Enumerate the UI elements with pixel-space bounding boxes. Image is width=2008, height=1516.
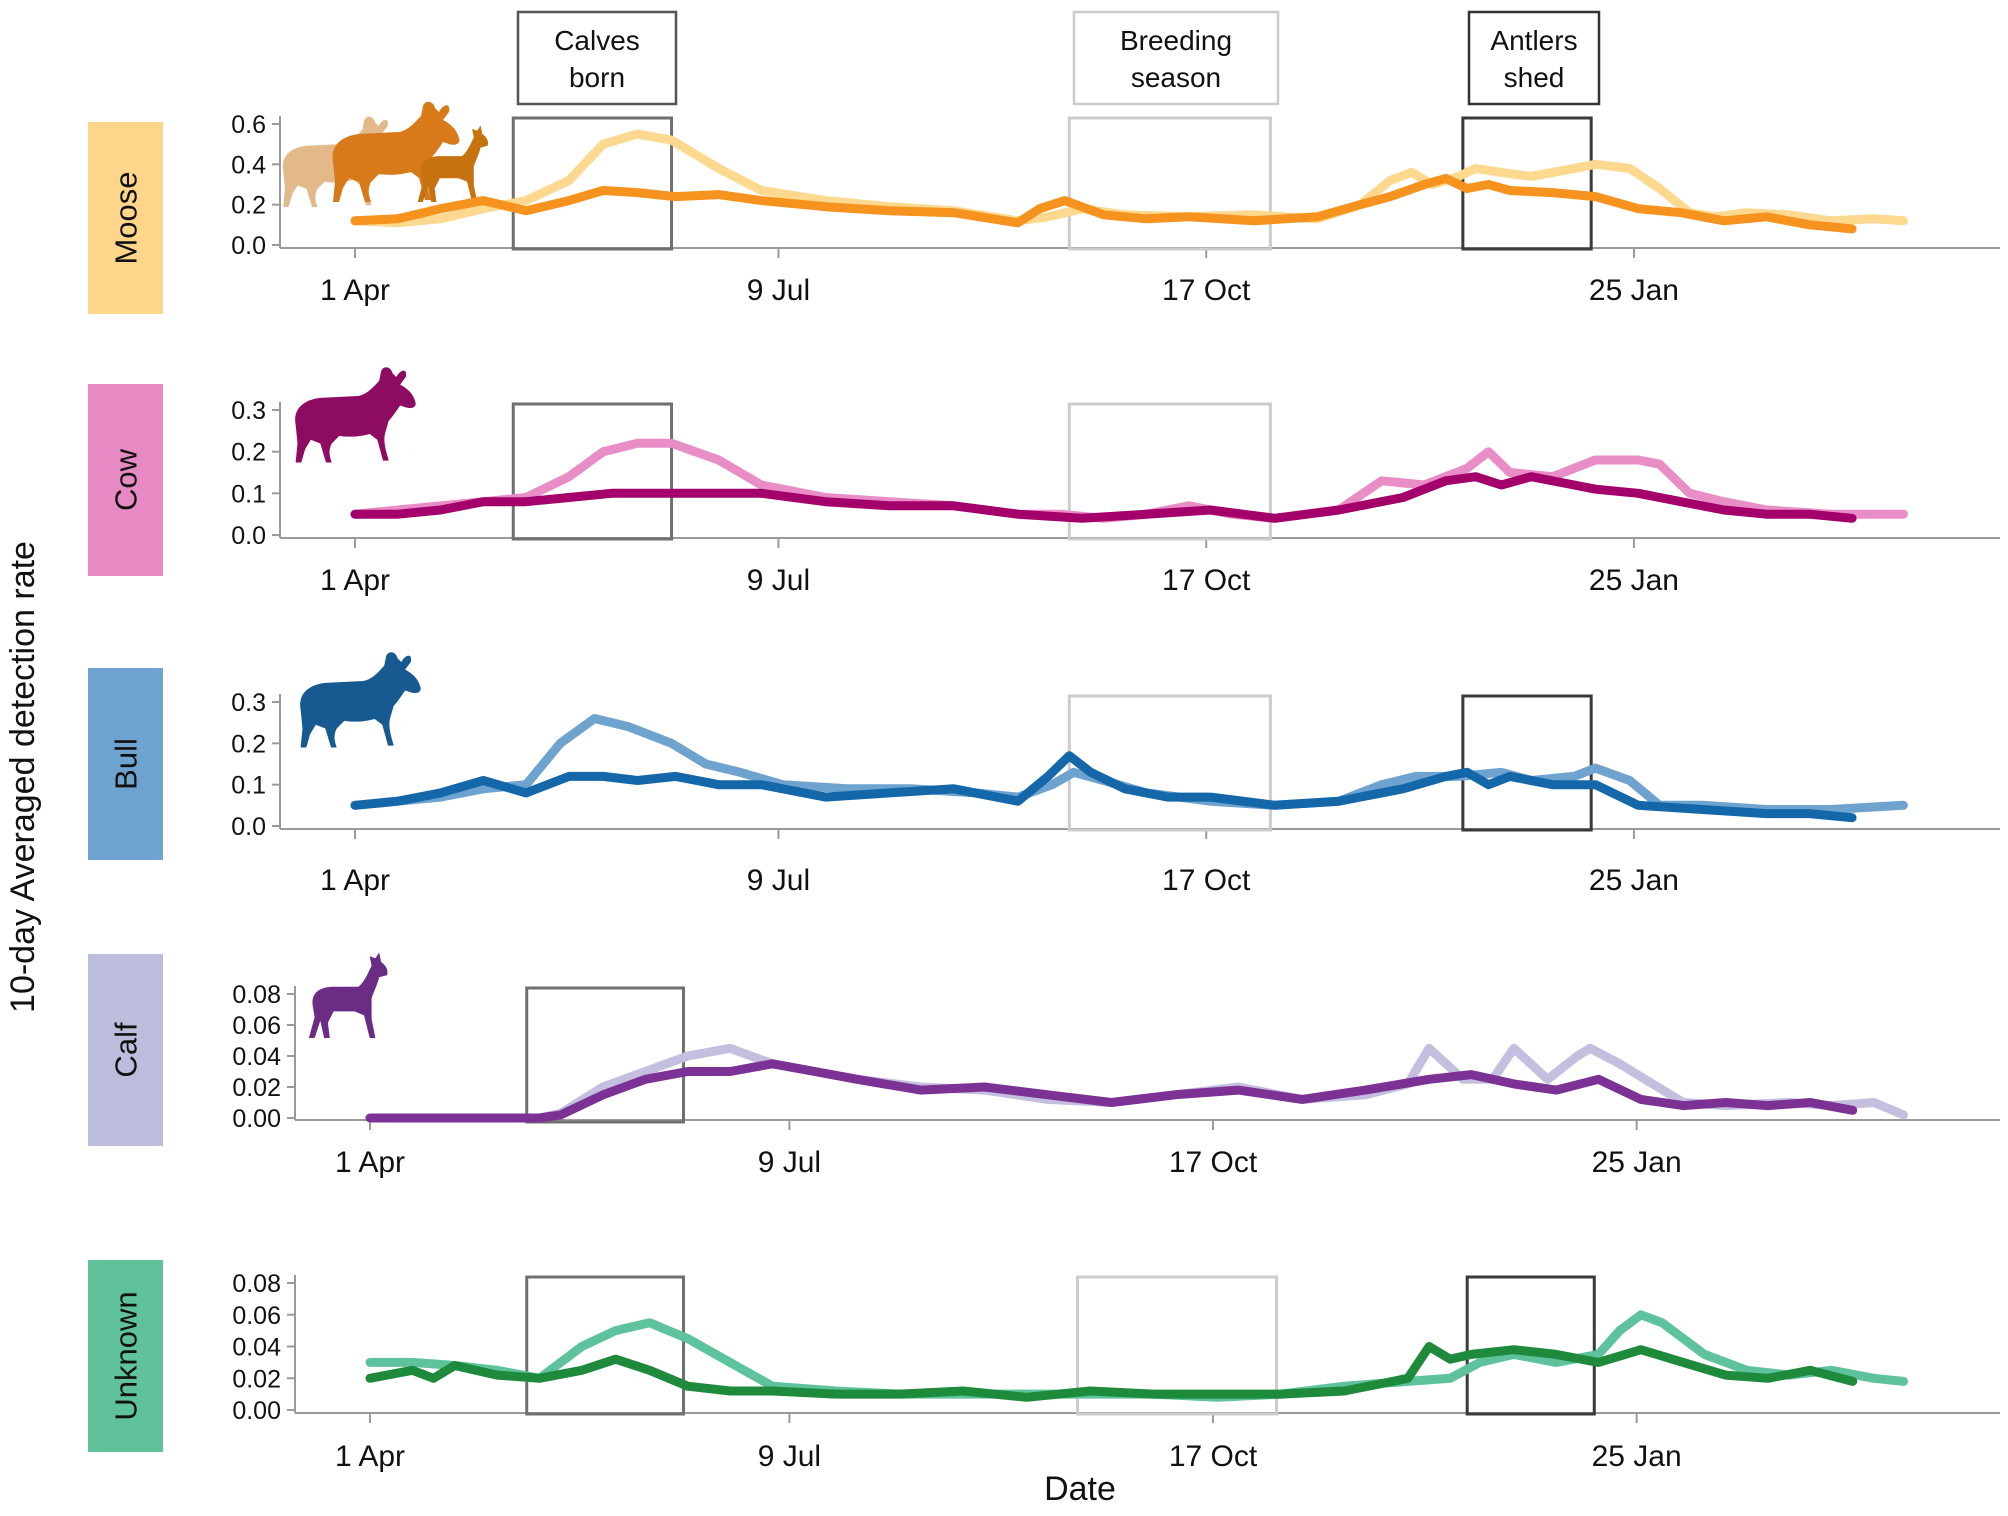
panel-strip bbox=[88, 122, 163, 314]
panel-moose: Moose 0.0 0.2 0.4 0.6 1 Apr 9 Jul 17 Oct 25 Jan bbox=[88, 101, 2000, 314]
x-tick-label: 25 Jan bbox=[1592, 1440, 1682, 1473]
moose-silhouette-icon bbox=[295, 367, 416, 463]
event-label-antlers-shed: Antlers shed bbox=[1467, 10, 1601, 106]
series-line-light bbox=[350, 438, 1908, 523]
y-tick-label: 0.06 bbox=[232, 1302, 281, 1330]
event-box-breeding-season bbox=[1067, 402, 1272, 541]
y-tick-label: 0.00 bbox=[232, 1105, 281, 1133]
event-box-calves-born bbox=[511, 116, 674, 251]
y-tick-label: 0.0 bbox=[231, 813, 266, 841]
series-line-dark bbox=[365, 1059, 1858, 1123]
y-tick-label: 0.1 bbox=[231, 772, 266, 800]
x-tick-label: 17 Oct bbox=[1169, 1146, 1258, 1179]
y-tick-label: 0.6 bbox=[231, 111, 266, 139]
x-tick-label: 17 Oct bbox=[1169, 1440, 1258, 1473]
series-line-light bbox=[350, 714, 1908, 814]
event-box-calves-born bbox=[511, 402, 674, 541]
x-tick-label: 25 Jan bbox=[1592, 1146, 1682, 1179]
x-tick-label: 17 Oct bbox=[1162, 564, 1251, 597]
panel-strip bbox=[88, 668, 163, 860]
event-label-box bbox=[1072, 10, 1280, 106]
event-label-breeding-season: Breeding season bbox=[1072, 10, 1280, 106]
x-tick-label: 9 Jul bbox=[758, 1146, 821, 1179]
y-tick-label: 0.3 bbox=[231, 689, 266, 717]
y-tick-label: 0.04 bbox=[232, 1334, 281, 1362]
y-tick-label: 0.0 bbox=[231, 232, 266, 260]
series-line-dark bbox=[350, 472, 1857, 523]
series-line-dark bbox=[350, 173, 1857, 234]
event-box-calves-born bbox=[525, 986, 685, 1124]
moose-silhouette-icon bbox=[332, 101, 460, 202]
y-tick-label: 0.1 bbox=[231, 480, 266, 508]
event-label-line1: Calves bbox=[554, 25, 640, 56]
y-tick-label: 0.0 bbox=[231, 522, 266, 550]
event-label-line2: season bbox=[1131, 62, 1221, 93]
panel-strip bbox=[88, 954, 163, 1146]
panel-cow: Cow 0.0 0.1 0.2 0.3 1 Apr 9 Jul 17 Oct 25 Jan bbox=[88, 367, 2000, 597]
x-tick-label: 1 Apr bbox=[335, 1146, 405, 1179]
panel-calf: Calf 0.00 0.02 0.04 0.06 0.08 1 Apr 9 Jul 17 Oct… bbox=[88, 952, 2000, 1179]
x-tick-label: 25 Jan bbox=[1589, 864, 1679, 897]
x-tick-label: 1 Apr bbox=[320, 274, 390, 307]
event-box-antlers-shed bbox=[1465, 1275, 1596, 1416]
event-label-line2: born bbox=[569, 62, 625, 93]
series-line-dark bbox=[365, 1342, 1858, 1402]
x-tick-label: 25 Jan bbox=[1589, 274, 1679, 307]
x-tick-label: 1 Apr bbox=[320, 564, 390, 597]
calf-silhouette-icon bbox=[308, 952, 388, 1038]
y-tick-label: 0.08 bbox=[232, 1270, 281, 1298]
panel-title: Moose bbox=[109, 171, 144, 264]
event-label-line2: shed bbox=[1504, 62, 1565, 93]
x-tick-label: 9 Jul bbox=[747, 274, 810, 307]
panel-unknown: Unknown 0.00 0.02 0.04 0.06 0.08 1 Apr 9 Jul 17 … bbox=[88, 1260, 2000, 1473]
y-tick-label: 0.00 bbox=[232, 1397, 281, 1425]
y-tick-label: 0.04 bbox=[232, 1043, 281, 1071]
y-tick-label: 0.02 bbox=[232, 1074, 281, 1102]
y-tick-label: 0.2 bbox=[231, 192, 266, 220]
x-tick-label: 25 Jan bbox=[1589, 564, 1679, 597]
panel-bull: Bull 0.0 0.1 0.2 0.3 1 Apr 9 Jul 17 Oct 25 Jan bbox=[88, 652, 2000, 897]
event-label-line1: Breeding bbox=[1120, 25, 1232, 56]
panel-title: Unknown bbox=[109, 1291, 144, 1420]
x-tick-label: 1 Apr bbox=[320, 864, 390, 897]
event-label-line1: Antlers bbox=[1490, 25, 1577, 56]
series-line-dark bbox=[350, 751, 1857, 823]
event-box-antlers-shed bbox=[1461, 694, 1593, 832]
y-tick-label: 0.02 bbox=[232, 1365, 281, 1393]
panel-strip bbox=[88, 1260, 163, 1452]
x-tick-label: 9 Jul bbox=[758, 1440, 821, 1473]
moose-silhouette-icon bbox=[300, 652, 421, 748]
x-tick-label: 17 Oct bbox=[1162, 274, 1251, 307]
y-tick-label: 0.08 bbox=[232, 981, 281, 1009]
panel-title: Cow bbox=[109, 448, 144, 511]
y-tick-label: 0.2 bbox=[231, 439, 266, 467]
panel-title: Bull bbox=[109, 738, 144, 790]
event-label-box bbox=[1467, 10, 1601, 106]
event-label-box bbox=[516, 10, 678, 106]
x-tick-label: 1 Apr bbox=[335, 1440, 405, 1473]
x-tick-label: 9 Jul bbox=[747, 864, 810, 897]
event-box-breeding-season bbox=[1067, 116, 1272, 251]
x-tick-label: 9 Jul bbox=[747, 564, 810, 597]
y-tick-label: 0.2 bbox=[231, 730, 266, 758]
panel-title: Calf bbox=[109, 1022, 144, 1078]
event-label-calves-born: Calves born bbox=[516, 10, 678, 106]
event-box-breeding-season bbox=[1067, 694, 1272, 832]
panel-strip bbox=[88, 384, 163, 576]
y-tick-label: 0.3 bbox=[231, 397, 266, 425]
y-tick-label: 0.06 bbox=[232, 1012, 281, 1040]
y-axis-title: 10-day Averaged detection rate bbox=[4, 541, 42, 1013]
x-tick-label: 17 Oct bbox=[1162, 864, 1251, 897]
y-tick-label: 0.4 bbox=[231, 151, 266, 179]
chart-panels: Moose 0.00.20.40.61 Apr 9 Jul 17 Oct 25 JanC… bbox=[88, 101, 2000, 1473]
event-box-calves-born bbox=[525, 1275, 685, 1416]
event-box-breeding-season bbox=[1075, 1275, 1279, 1416]
x-axis-title: Date bbox=[1044, 1470, 1116, 1508]
